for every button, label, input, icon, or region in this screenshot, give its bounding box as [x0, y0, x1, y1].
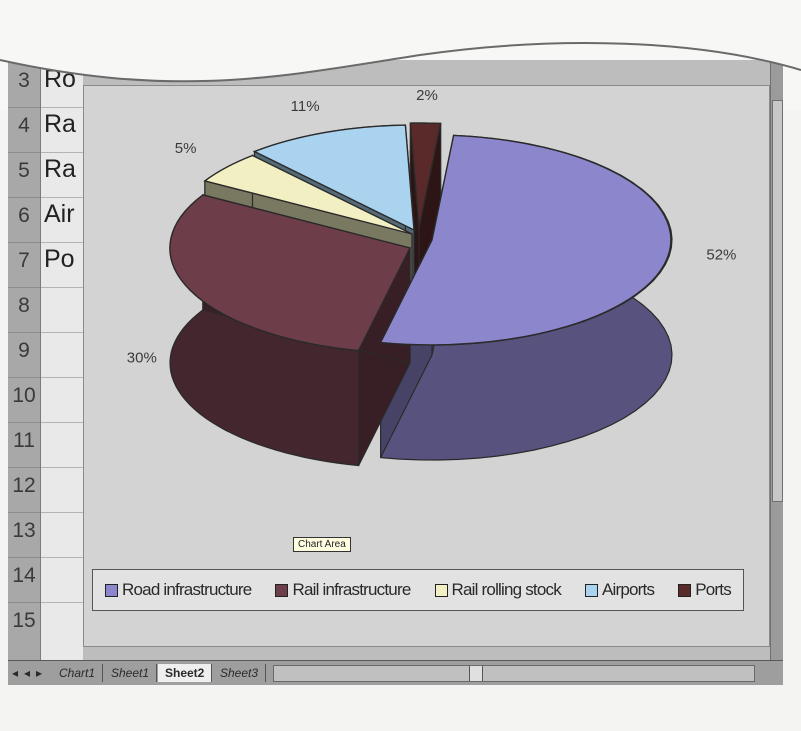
gridline — [41, 602, 83, 603]
legend-label: Airports — [601, 580, 655, 599]
row-header[interactable]: 15 — [8, 602, 40, 638]
gridline — [41, 557, 83, 558]
tab-sheet1[interactable]: Sheet1 — [104, 664, 158, 682]
pie-slice-ports[interactable] — [409, 122, 442, 229]
row-header[interactable]: 13 — [8, 512, 40, 548]
gridline — [41, 197, 83, 198]
prev-sheet-arrow-icon[interactable]: ◂ — [24, 666, 31, 680]
gridline — [41, 332, 83, 333]
gridline — [41, 467, 83, 468]
row-header[interactable]: 10 — [8, 377, 40, 413]
gridline — [41, 242, 83, 243]
legend-swatch — [584, 583, 598, 597]
pie-data-label: 52% — [706, 247, 736, 264]
vertical-scrollbar-thumb[interactable] — [772, 100, 783, 502]
row-header[interactable]: 4 — [8, 107, 40, 143]
cell-text[interactable]: Air — [44, 200, 75, 228]
pie-slice-rail-infrastructure[interactable] — [169, 194, 412, 352]
cell-text[interactable]: Ra — [44, 110, 76, 138]
pie-slice-airports[interactable] — [252, 124, 415, 232]
legend-swatch — [275, 583, 289, 597]
horizontal-scrollbar[interactable] — [273, 665, 755, 682]
gridline — [41, 422, 83, 423]
paper-curl-edge — [0, 0, 801, 83]
gridline — [41, 107, 83, 108]
tab-sheet3[interactable]: Sheet3 — [213, 664, 267, 682]
row-headers: 3 4 5 6 7 8 9 10 11 12 13 14 15 — [8, 60, 41, 660]
legend-item[interactable]: Road infrastructure — [105, 580, 252, 600]
row-header[interactable]: 9 — [8, 332, 40, 368]
row-header[interactable]: 8 — [8, 287, 40, 323]
legend-item[interactable]: Ports — [678, 580, 732, 600]
sheet-tabs-bar: ◂ ◂ ▸ Chart1 Sheet1 Sheet2 Sheet3 — [8, 660, 783, 685]
row-header[interactable]: 12 — [8, 467, 40, 503]
legend-swatch — [678, 583, 692, 597]
column-a-cells: Ro Ra Ra Air Po — [41, 60, 83, 660]
legend-label: Rail rolling stock — [451, 580, 562, 599]
row-header[interactable]: 14 — [8, 557, 40, 593]
cell-text[interactable]: Po — [44, 245, 75, 273]
cell-text[interactable]: Ra — [44, 155, 76, 183]
legend-item[interactable]: Airports — [584, 580, 655, 600]
row-header[interactable]: 7 — [8, 242, 40, 278]
pie-slice-road-infrastructure[interactable] — [379, 134, 672, 346]
row-header[interactable]: 5 — [8, 152, 40, 188]
legend-item[interactable]: Rail infrastructure — [275, 580, 411, 600]
legend-swatch — [105, 583, 119, 597]
row-header[interactable]: 11 — [8, 422, 40, 458]
gridline — [41, 287, 83, 288]
pie-data-label: 2% — [416, 87, 438, 104]
tab-sheet2[interactable]: Sheet2 — [158, 664, 213, 682]
next-sheet-arrow-icon[interactable]: ▸ — [36, 666, 43, 680]
gridline — [41, 377, 83, 378]
pie-data-label: 11% — [291, 98, 320, 115]
row-header[interactable]: 6 — [8, 197, 40, 233]
legend-swatch — [434, 583, 448, 597]
legend-label: Ports — [695, 580, 731, 599]
legend-label: Road infrastructure — [122, 580, 252, 599]
pie-data-label: 30% — [127, 350, 157, 367]
gridline — [41, 152, 83, 153]
first-sheet-arrow-icon[interactable]: ◂ — [12, 666, 19, 680]
tab-chart1[interactable]: Chart1 — [52, 664, 104, 682]
gridline — [41, 512, 83, 513]
pie-data-label: 5% — [175, 140, 197, 157]
chart-legend[interactable]: Road infrastructure Rail infrastructure Ra… — [92, 569, 744, 611]
chart-area-tooltip: Chart Area — [293, 537, 351, 552]
legend-label: Rail infrastructure — [292, 580, 411, 599]
pie-slice-rail-rolling-stock[interactable] — [203, 154, 413, 235]
legend-item[interactable]: Rail rolling stock — [434, 580, 562, 600]
horizontal-scrollbar-thumb[interactable] — [469, 666, 483, 681]
